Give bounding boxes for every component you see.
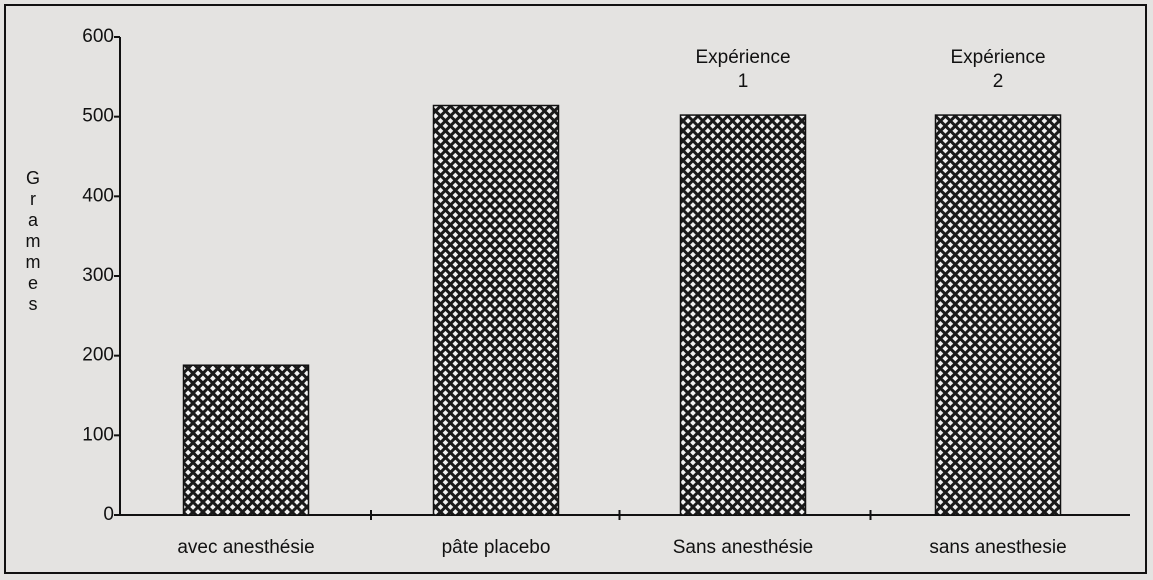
y-tick-label: 600 [82, 26, 114, 47]
x-tick-label: avec anesthésie [177, 537, 314, 558]
y-axis-label: Grammes [23, 168, 43, 315]
bar [934, 114, 1062, 516]
y-tick-label: 0 [103, 504, 114, 525]
y-tick-label: 500 [82, 106, 114, 127]
y-tick-label: 200 [82, 345, 114, 366]
x-tick-label: Sans anesthésie [673, 537, 814, 558]
y-tick-label: 300 [82, 265, 114, 286]
annotation: Expérience [695, 47, 790, 68]
y-tick-label: 100 [82, 424, 114, 445]
x-tick-label: sans anesthesie [929, 537, 1066, 558]
annotation: 1 [738, 71, 749, 92]
annotation: Expérience [950, 47, 1045, 68]
frame [4, 4, 1147, 574]
y-tick-label: 400 [82, 185, 114, 206]
annotation: 2 [993, 71, 1004, 92]
x-tick-label: pâte placebo [442, 537, 551, 558]
bar [182, 364, 310, 516]
bar [679, 114, 807, 516]
bar [432, 104, 560, 516]
